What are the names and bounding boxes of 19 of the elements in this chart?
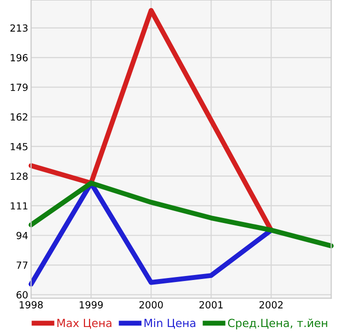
x-tick-label: 1999 bbox=[80, 301, 103, 308]
x-tick-label: 2001 bbox=[199, 301, 223, 308]
x-tick-label: 1998 bbox=[20, 301, 43, 308]
y-tick-label: 213 bbox=[10, 24, 28, 32]
y-tick-label: 196 bbox=[10, 54, 28, 62]
legend-label: Max Цена bbox=[57, 318, 112, 329]
y-tick-label: 94 bbox=[16, 232, 28, 240]
legend-label: Сред.Цена, т.йен bbox=[228, 318, 328, 330]
y-tick-label: 179 bbox=[10, 84, 28, 92]
line-series bbox=[28, 180, 334, 248]
y-tick-label: 128 bbox=[10, 172, 28, 180]
x-tick-label: 2002 bbox=[260, 301, 283, 308]
y-tick-label: 60 bbox=[16, 291, 28, 298]
y-tick-label: 145 bbox=[10, 143, 28, 150]
y-tick-label: 111 bbox=[10, 202, 28, 210]
y-tick-label: 77 bbox=[16, 262, 28, 269]
y-tick-label: 162 bbox=[10, 113, 28, 121]
legend-label: Min Цена bbox=[144, 318, 196, 329]
x-tick-label: 2000 bbox=[139, 301, 163, 308]
